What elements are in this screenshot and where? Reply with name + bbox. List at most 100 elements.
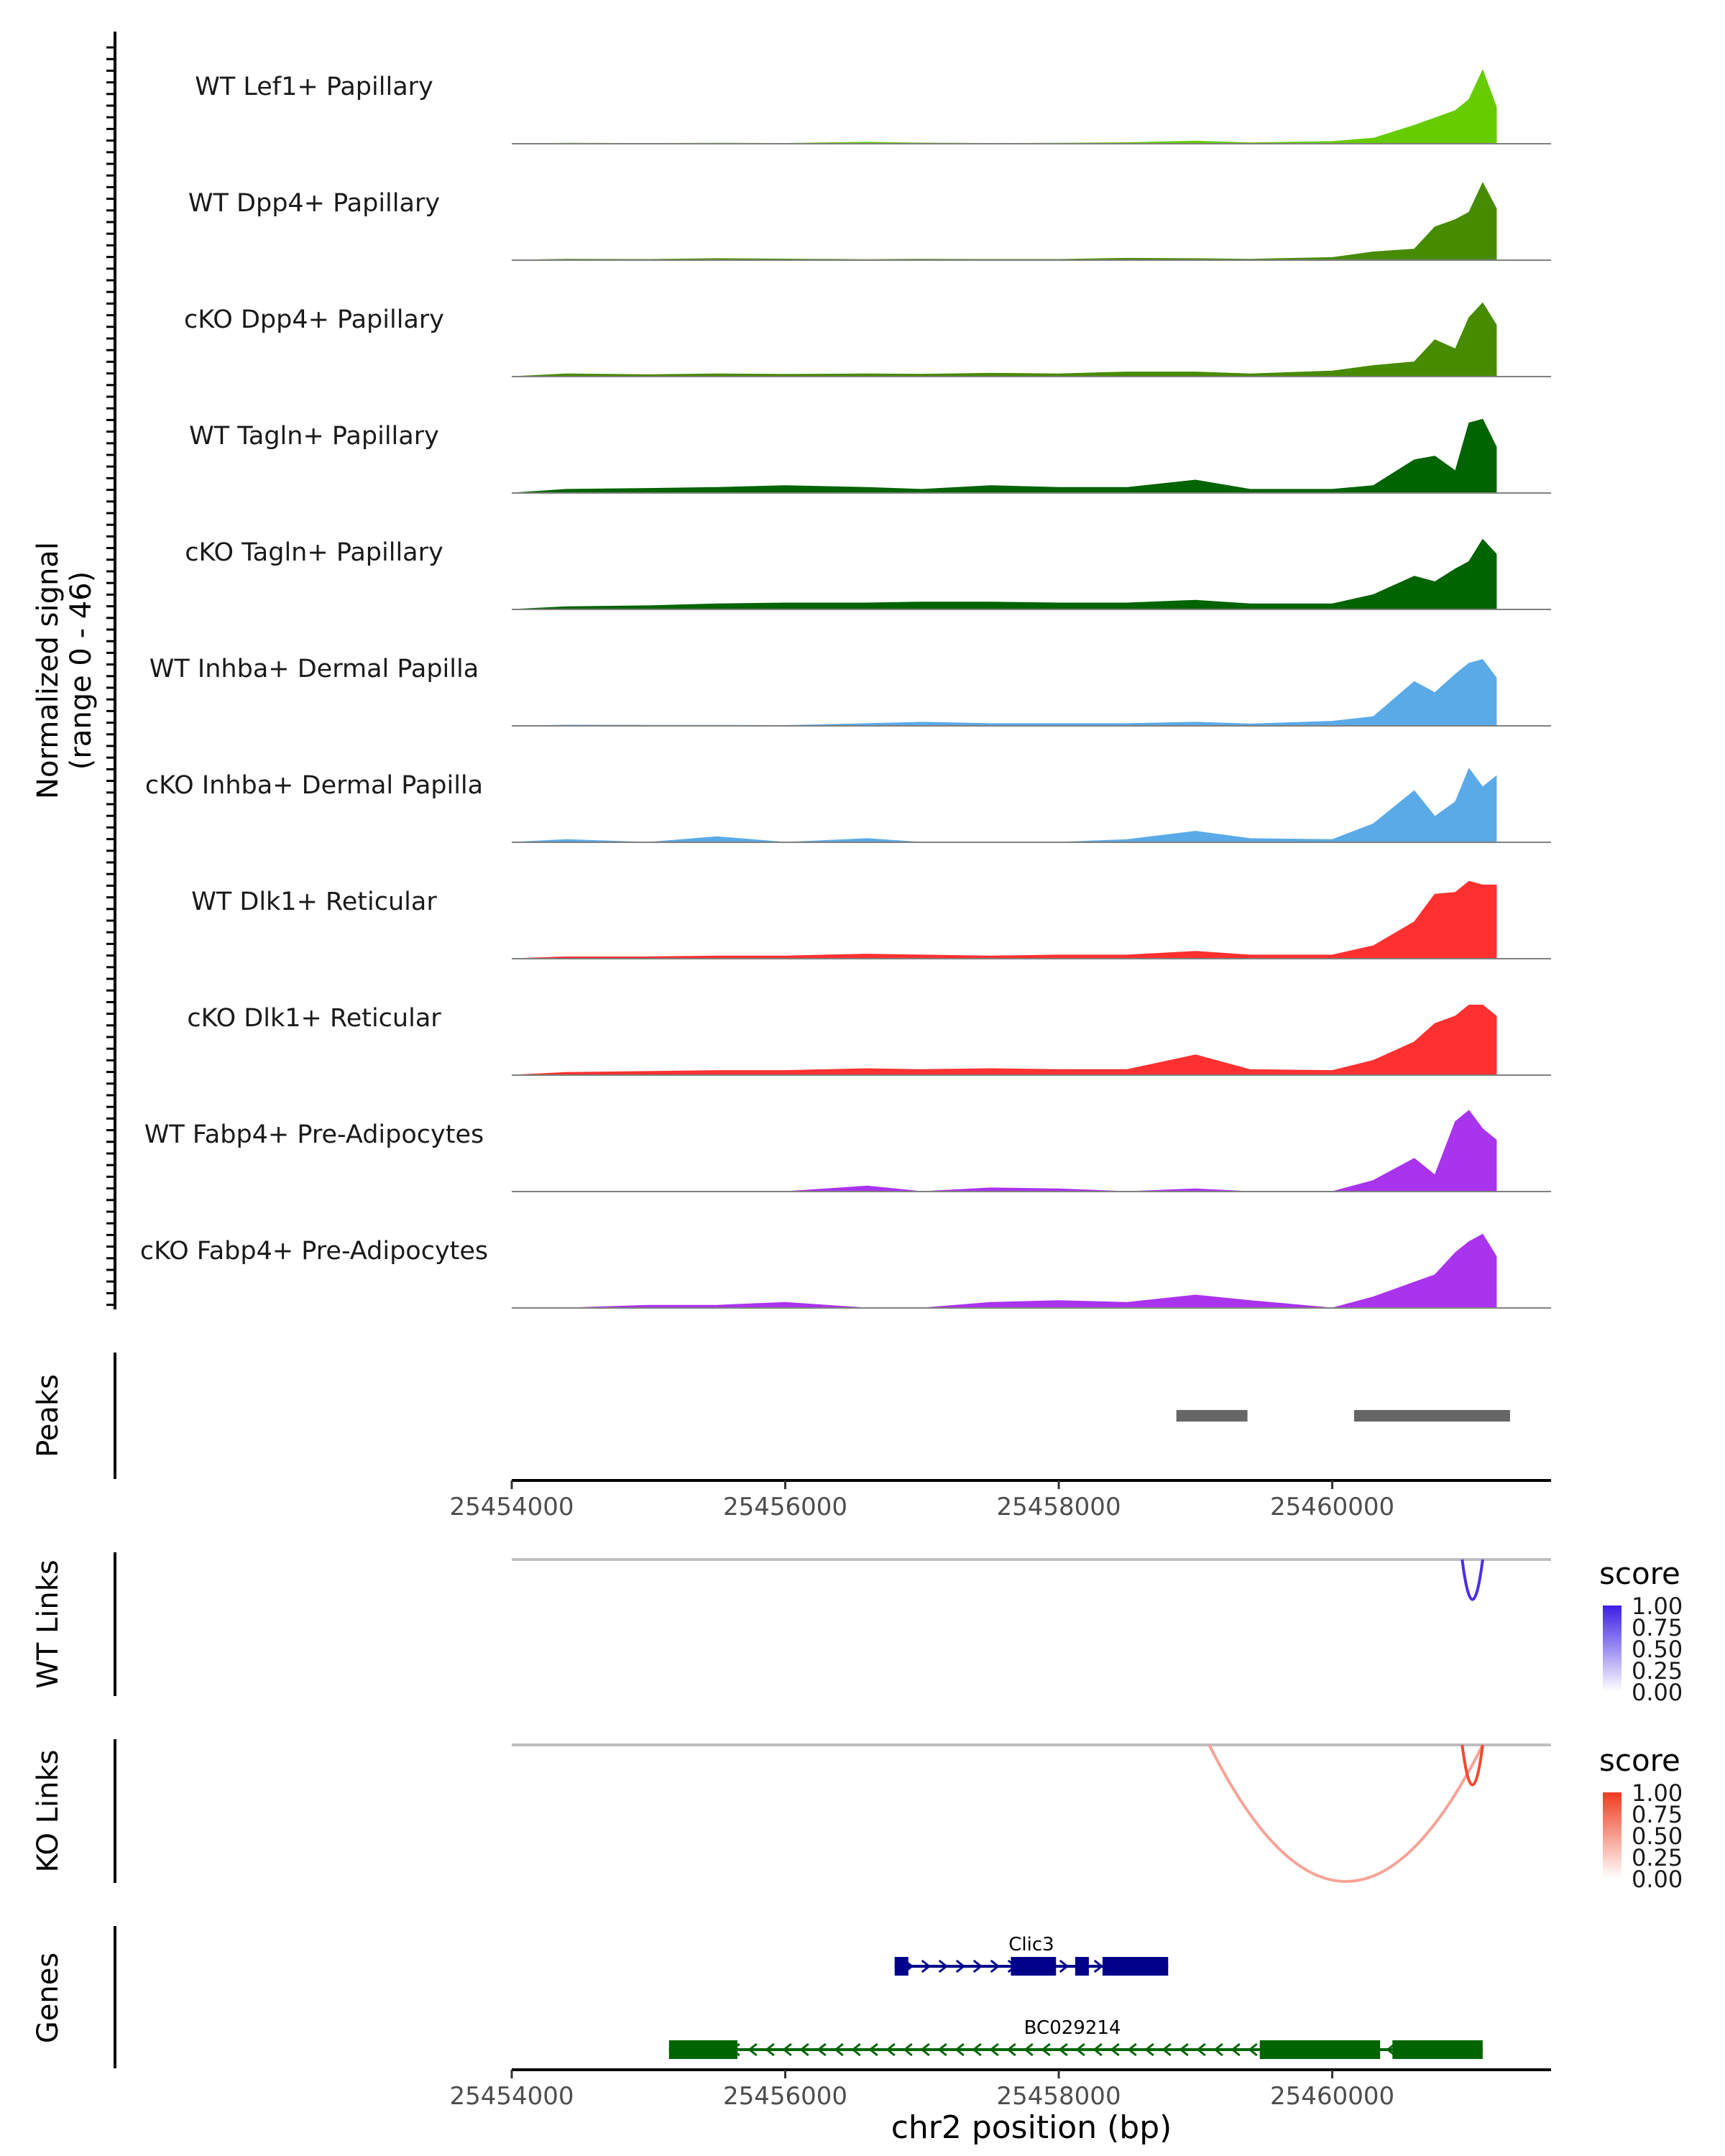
track-label: WT Tagln+ Papillary: [189, 422, 439, 451]
strand-arrow: [1093, 1959, 1104, 1973]
track-label: cKO Inhba+ Dermal Papilla: [145, 771, 483, 800]
coverage-track: cKO Inhba+ Dermal Papilla: [145, 768, 1551, 843]
strand-arrow: [799, 2042, 809, 2057]
track-label: cKO Fabp4+ Pre-Adipocytes: [140, 1237, 488, 1266]
gene-name: BC029214: [1024, 2017, 1121, 2039]
coverage-track: WT Fabp4+ Pre-Adipocytes: [144, 1110, 1551, 1192]
strand-arrow: [1179, 2042, 1189, 2057]
peak-region: [1176, 1410, 1248, 1422]
legend-tick-label: 0.25: [1632, 1657, 1683, 1685]
coverage-track: WT Inhba+ Dermal Papilla: [150, 655, 1551, 727]
gene-model: Clic3: [894, 1934, 1169, 1976]
track-label: WT Fabp4+ Pre-Adipocytes: [144, 1120, 484, 1149]
peaks-y-label: Peaks: [32, 1374, 65, 1457]
wt-links-panel: WT Links score 1.000.750.500.250.00: [32, 1552, 1683, 1706]
coverage-panel: WT Lef1+ Papillary WT Dpp4+ Papillary cKO …: [32, 32, 1551, 1309]
ko-score-legend: score 1.000.750.500.250.00: [1599, 1743, 1683, 1893]
wt-link-arcs: [1460, 1559, 1484, 1601]
gene-exon: [1075, 1957, 1089, 1976]
strand-arrow: [1162, 2042, 1172, 2057]
coverage-track: WT Lef1+ Papillary: [195, 69, 1551, 144]
genes-y-label: Genes: [32, 1953, 65, 2043]
strand-arrow: [1075, 2042, 1085, 2057]
peak-region: [1354, 1410, 1510, 1422]
track-label: WT Dpp4+ Papillary: [188, 189, 440, 218]
coverage-area: [511, 418, 1497, 494]
coverage-y-ticks: [106, 46, 115, 1307]
x-tick-label: 25454000: [449, 1493, 574, 1521]
coverage-track: cKO Fabp4+ Pre-Adipocytes: [140, 1233, 1551, 1309]
legend-tick-label: 0.75: [1632, 1614, 1683, 1641]
x-tick-label: 25460000: [1270, 1493, 1394, 1521]
strand-arrow: [765, 2042, 775, 2057]
track-label: cKO Tagln+ Papillary: [185, 538, 443, 567]
coverage-area: [512, 1233, 1497, 1309]
strand-arrow: [1230, 2042, 1241, 2057]
strand-arrow: [1058, 2042, 1068, 2057]
strand-arrow: [1059, 1959, 1070, 1973]
x-tick-label: 25460000: [1270, 2082, 1394, 2111]
strand-arrow: [1041, 2042, 1051, 2057]
strand-arrow: [954, 2042, 965, 2057]
gene-models: Clic3 BC029214: [668, 1934, 1483, 2059]
strand-arrow: [989, 2042, 999, 2057]
ko-legend-ticks: 1.000.750.500.250.00: [1632, 1779, 1683, 1893]
strand-arrow: [1024, 2042, 1034, 2057]
strand-arrow: [748, 2042, 758, 2057]
ko-link-arcs: [1208, 1744, 1484, 1883]
ko-links-y-label: KO Links: [32, 1750, 65, 1873]
coverage-track: cKO Dlk1+ Reticular: [187, 1004, 1551, 1076]
track-label: WT Inhba+ Dermal Papilla: [150, 655, 479, 683]
genes-x-ticks: 25454000 25456000 25458000 25460000: [449, 2070, 1394, 2111]
coverage-area: [511, 1005, 1497, 1076]
link-arc: [1208, 1744, 1484, 1883]
genes-panel: Genes Clic3 BC029214 25454000 25456000 2545…: [32, 1926, 1551, 2146]
legend-tick-label: 1.00: [1632, 1779, 1683, 1807]
strand-arrow: [816, 2042, 827, 2057]
track-label: cKO Dlk1+ Reticular: [187, 1004, 441, 1033]
gene-exon: [894, 1957, 908, 1976]
peak-regions: [1176, 1410, 1510, 1422]
coverage-track: WT Dpp4+ Papillary: [188, 182, 1551, 261]
strand-arrow: [851, 2042, 861, 2057]
strand-arrow: [1213, 2042, 1223, 2057]
peaks-panel: Peaks 25454000 25456000 25458000 25460000: [32, 1353, 1551, 1521]
x-axis-title: chr2 position (bp): [891, 2109, 1172, 2146]
legend-tick-label: 0.00: [1632, 1866, 1683, 1893]
strand-arrow: [937, 2042, 947, 2057]
strand-arrow: [782, 2042, 792, 2057]
wt-legend-colorbar: [1603, 1606, 1622, 1692]
ko-legend-title: score: [1599, 1743, 1680, 1778]
legend-tick-label: 0.50: [1632, 1823, 1683, 1850]
x-tick-label: 25458000: [997, 1493, 1121, 1521]
track-label: WT Dlk1+ Reticular: [191, 888, 437, 916]
coverage-area: [511, 880, 1497, 959]
strand-arrow: [1248, 2042, 1258, 2057]
coverage-area: [512, 1110, 1497, 1192]
track-label: WT Lef1+ Papillary: [195, 73, 433, 101]
strand-arrow: [1196, 2042, 1206, 2057]
strand-arrow: [1092, 2042, 1103, 2057]
strand-arrow: [1110, 2042, 1120, 2057]
strand-arrow: [990, 1959, 1000, 1973]
legend-tick-label: 0.50: [1632, 1636, 1683, 1663]
link-arc: [1460, 1744, 1484, 1787]
coverage-tracks: WT Lef1+ Papillary WT Dpp4+ Papillary cKO …: [140, 69, 1551, 1309]
coverage-y-label-line-2: (range 0 - 46): [65, 571, 98, 770]
strand-arrow: [868, 2042, 878, 2057]
x-tick-label: 25456000: [723, 1493, 847, 1521]
strand-arrow: [955, 1959, 966, 1973]
wt-score-legend: score 1.000.750.500.250.00: [1599, 1556, 1683, 1706]
coverage-area: [511, 302, 1497, 377]
coverage-y-label-line-1: Normalized signal: [32, 542, 65, 799]
strand-arrow: [886, 2042, 896, 2057]
coverage-area: [511, 69, 1497, 144]
gene-model: BC029214: [668, 2017, 1483, 2059]
wt-legend-title: score: [1599, 1556, 1680, 1591]
track-label: cKO Dpp4+ Papillary: [184, 305, 444, 334]
ko-legend-colorbar: [1603, 1792, 1622, 1879]
strand-arrow: [1144, 2042, 1154, 2057]
legend-tick-label: 0.25: [1632, 1844, 1683, 1871]
x-tick-label: 25454000: [449, 2082, 574, 2111]
